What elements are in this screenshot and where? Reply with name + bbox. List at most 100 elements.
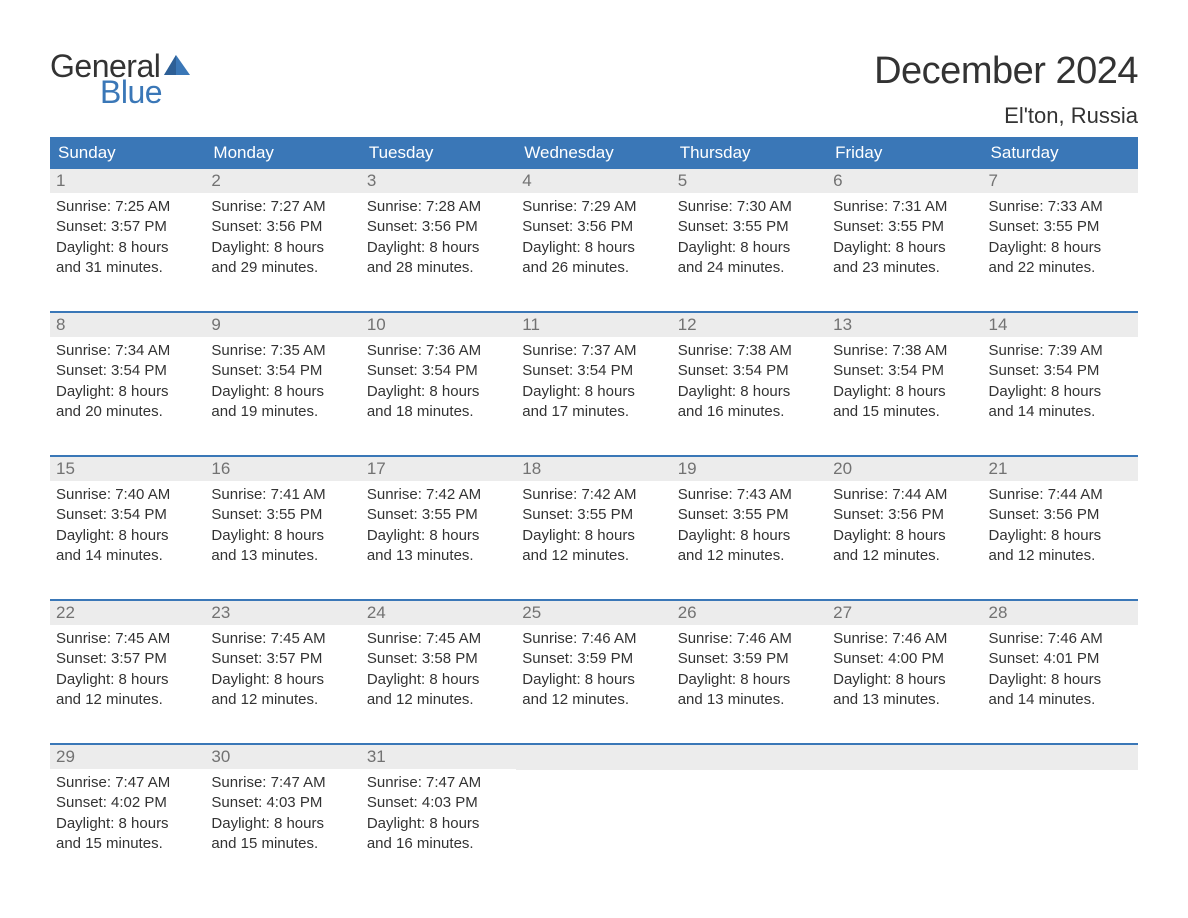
sunrise-text: Sunrise: 7:31 AM [833, 197, 976, 217]
day-cell: 26Sunrise: 7:46 AMSunset: 3:59 PMDayligh… [672, 601, 827, 729]
sunset-text: Sunset: 3:59 PM [678, 649, 821, 669]
sunrise-text: Sunrise: 7:33 AM [989, 197, 1132, 217]
day-body: Sunrise: 7:41 AMSunset: 3:55 PMDaylight:… [205, 481, 360, 570]
day-cell: 5Sunrise: 7:30 AMSunset: 3:55 PMDaylight… [672, 169, 827, 297]
daylight-text-1: Daylight: 8 hours [989, 670, 1132, 690]
sunset-text: Sunset: 3:56 PM [833, 505, 976, 525]
day-cell: 16Sunrise: 7:41 AMSunset: 3:55 PMDayligh… [205, 457, 360, 585]
day-body: Sunrise: 7:27 AMSunset: 3:56 PMDaylight:… [205, 193, 360, 282]
daylight-text-2: and 12 minutes. [367, 690, 510, 710]
daylight-text-1: Daylight: 8 hours [678, 238, 821, 258]
day-number: 20 [827, 457, 982, 481]
sunset-text: Sunset: 3:58 PM [367, 649, 510, 669]
day-cell: 30Sunrise: 7:47 AMSunset: 4:03 PMDayligh… [205, 745, 360, 873]
sunset-text: Sunset: 3:55 PM [678, 505, 821, 525]
day-number: 11 [516, 313, 671, 337]
day-number: 5 [672, 169, 827, 193]
month-title: December 2024 [874, 50, 1138, 93]
week-row: 29Sunrise: 7:47 AMSunset: 4:02 PMDayligh… [50, 743, 1138, 873]
day-body: Sunrise: 7:46 AMSunset: 4:00 PMDaylight:… [827, 625, 982, 714]
sunset-text: Sunset: 3:56 PM [367, 217, 510, 237]
weekday-wednesday: Wednesday [516, 137, 671, 169]
empty-day-header [827, 745, 982, 770]
logo-word-2: Blue [100, 76, 192, 108]
day-number: 8 [50, 313, 205, 337]
sunrise-text: Sunrise: 7:46 AM [522, 629, 665, 649]
sunset-text: Sunset: 3:54 PM [56, 361, 199, 381]
day-number: 6 [827, 169, 982, 193]
daylight-text-2: and 12 minutes. [211, 690, 354, 710]
day-cell: 4Sunrise: 7:29 AMSunset: 3:56 PMDaylight… [516, 169, 671, 297]
daylight-text-1: Daylight: 8 hours [56, 382, 199, 402]
day-number: 29 [50, 745, 205, 769]
sunset-text: Sunset: 3:54 PM [367, 361, 510, 381]
daylight-text-2: and 13 minutes. [211, 546, 354, 566]
day-cell: 1Sunrise: 7:25 AMSunset: 3:57 PMDaylight… [50, 169, 205, 297]
sunset-text: Sunset: 3:57 PM [56, 649, 199, 669]
daylight-text-1: Daylight: 8 hours [833, 526, 976, 546]
daylight-text-1: Daylight: 8 hours [678, 382, 821, 402]
sunset-text: Sunset: 3:54 PM [833, 361, 976, 381]
sunrise-text: Sunrise: 7:44 AM [989, 485, 1132, 505]
sunset-text: Sunset: 4:03 PM [367, 793, 510, 813]
day-body: Sunrise: 7:46 AMSunset: 3:59 PMDaylight:… [672, 625, 827, 714]
daylight-text-2: and 14 minutes. [56, 546, 199, 566]
sunrise-text: Sunrise: 7:46 AM [833, 629, 976, 649]
sunrise-text: Sunrise: 7:44 AM [833, 485, 976, 505]
day-body: Sunrise: 7:37 AMSunset: 3:54 PMDaylight:… [516, 337, 671, 426]
sunset-text: Sunset: 3:57 PM [56, 217, 199, 237]
day-number: 30 [205, 745, 360, 769]
daylight-text-2: and 23 minutes. [833, 258, 976, 278]
day-number: 21 [983, 457, 1138, 481]
daylight-text-1: Daylight: 8 hours [211, 526, 354, 546]
day-cell: 10Sunrise: 7:36 AMSunset: 3:54 PMDayligh… [361, 313, 516, 441]
daylight-text-1: Daylight: 8 hours [678, 526, 821, 546]
sunset-text: Sunset: 3:55 PM [522, 505, 665, 525]
sunrise-text: Sunrise: 7:45 AM [56, 629, 199, 649]
empty-day-header [516, 745, 671, 770]
daylight-text-2: and 12 minutes. [989, 546, 1132, 566]
sunrise-text: Sunrise: 7:38 AM [833, 341, 976, 361]
day-body: Sunrise: 7:47 AMSunset: 4:03 PMDaylight:… [361, 769, 516, 858]
sunset-text: Sunset: 3:55 PM [678, 217, 821, 237]
day-body: Sunrise: 7:46 AMSunset: 3:59 PMDaylight:… [516, 625, 671, 714]
day-cell: 8Sunrise: 7:34 AMSunset: 3:54 PMDaylight… [50, 313, 205, 441]
day-body: Sunrise: 7:34 AMSunset: 3:54 PMDaylight:… [50, 337, 205, 426]
daylight-text-1: Daylight: 8 hours [678, 670, 821, 690]
week-row: 8Sunrise: 7:34 AMSunset: 3:54 PMDaylight… [50, 311, 1138, 441]
daylight-text-2: and 16 minutes. [678, 402, 821, 422]
day-cell: 7Sunrise: 7:33 AMSunset: 3:55 PMDaylight… [983, 169, 1138, 297]
sunset-text: Sunset: 4:01 PM [989, 649, 1132, 669]
sunset-text: Sunset: 3:56 PM [522, 217, 665, 237]
daylight-text-2: and 20 minutes. [56, 402, 199, 422]
day-cell: 3Sunrise: 7:28 AMSunset: 3:56 PMDaylight… [361, 169, 516, 297]
daylight-text-2: and 12 minutes. [56, 690, 199, 710]
day-number: 18 [516, 457, 671, 481]
day-cell: 14Sunrise: 7:39 AMSunset: 3:54 PMDayligh… [983, 313, 1138, 441]
day-body: Sunrise: 7:33 AMSunset: 3:55 PMDaylight:… [983, 193, 1138, 282]
daylight-text-1: Daylight: 8 hours [989, 238, 1132, 258]
daylight-text-1: Daylight: 8 hours [522, 238, 665, 258]
daylight-text-2: and 14 minutes. [989, 402, 1132, 422]
sunset-text: Sunset: 3:55 PM [367, 505, 510, 525]
day-number: 10 [361, 313, 516, 337]
day-body: Sunrise: 7:43 AMSunset: 3:55 PMDaylight:… [672, 481, 827, 570]
day-cell: 28Sunrise: 7:46 AMSunset: 4:01 PMDayligh… [983, 601, 1138, 729]
day-cell: 18Sunrise: 7:42 AMSunset: 3:55 PMDayligh… [516, 457, 671, 585]
daylight-text-2: and 15 minutes. [833, 402, 976, 422]
day-cell: 23Sunrise: 7:45 AMSunset: 3:57 PMDayligh… [205, 601, 360, 729]
day-cell: 29Sunrise: 7:47 AMSunset: 4:02 PMDayligh… [50, 745, 205, 873]
day-number: 16 [205, 457, 360, 481]
week-row: 1Sunrise: 7:25 AMSunset: 3:57 PMDaylight… [50, 169, 1138, 297]
sunrise-text: Sunrise: 7:29 AM [522, 197, 665, 217]
sunset-text: Sunset: 3:54 PM [211, 361, 354, 381]
day-body: Sunrise: 7:39 AMSunset: 3:54 PMDaylight:… [983, 337, 1138, 426]
daylight-text-1: Daylight: 8 hours [56, 814, 199, 834]
day-body: Sunrise: 7:45 AMSunset: 3:57 PMDaylight:… [205, 625, 360, 714]
daylight-text-2: and 16 minutes. [367, 834, 510, 854]
day-body: Sunrise: 7:47 AMSunset: 4:03 PMDaylight:… [205, 769, 360, 858]
day-number: 31 [361, 745, 516, 769]
day-number: 9 [205, 313, 360, 337]
day-number: 13 [827, 313, 982, 337]
day-cell: 21Sunrise: 7:44 AMSunset: 3:56 PMDayligh… [983, 457, 1138, 585]
